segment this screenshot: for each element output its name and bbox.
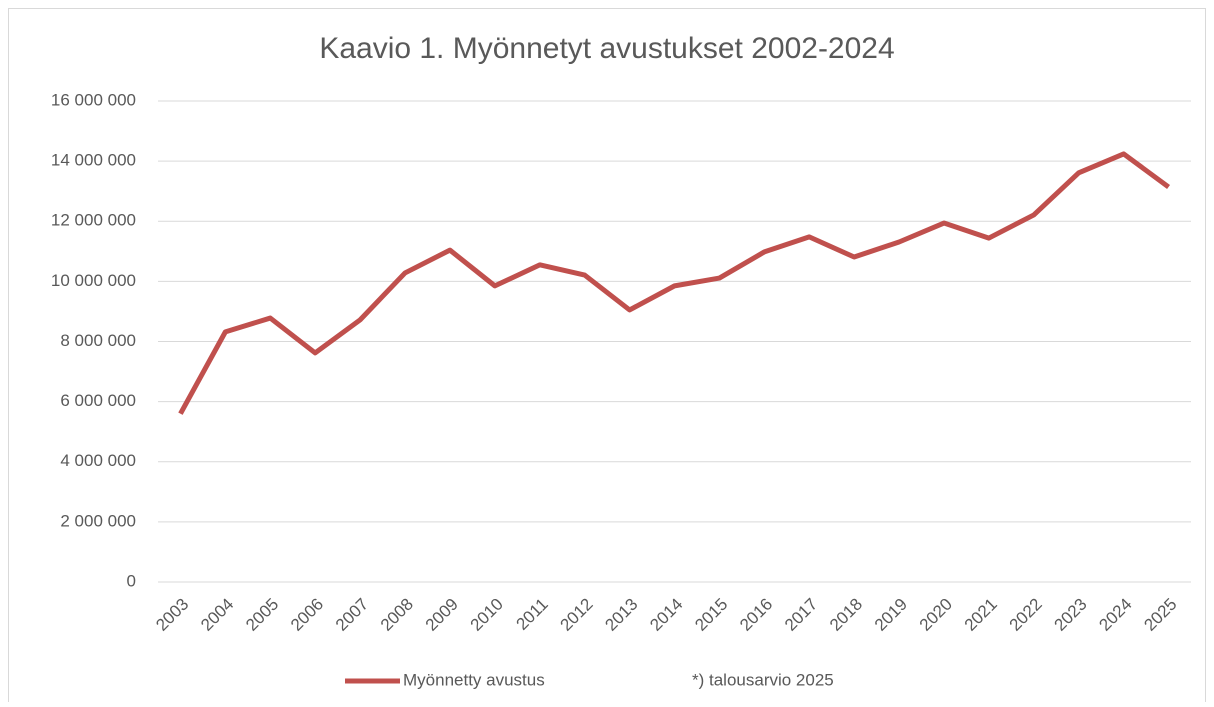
legend-label: Myönnetty avustus [403, 670, 545, 689]
chart-border [8, 8, 1206, 707]
y-tick-label: 6 000 000 [60, 391, 136, 410]
y-tick-label: 14 000 000 [51, 151, 136, 170]
y-tick-label: 10 000 000 [51, 271, 136, 290]
y-tick-label: 2 000 000 [60, 511, 136, 530]
y-tick-label: 4 000 000 [60, 451, 136, 470]
chart-title: Kaavio 1. Myönnetyt avustukset 2002-2024 [319, 32, 894, 65]
y-tick-label: 8 000 000 [60, 331, 136, 350]
note: *) talousarvio 2025 [692, 670, 834, 689]
y-tick-label: 0 [127, 571, 136, 590]
y-tick-label: 16 000 000 [51, 90, 136, 109]
y-tick-label: 12 000 000 [51, 211, 136, 230]
data-line [178, 151, 1171, 415]
